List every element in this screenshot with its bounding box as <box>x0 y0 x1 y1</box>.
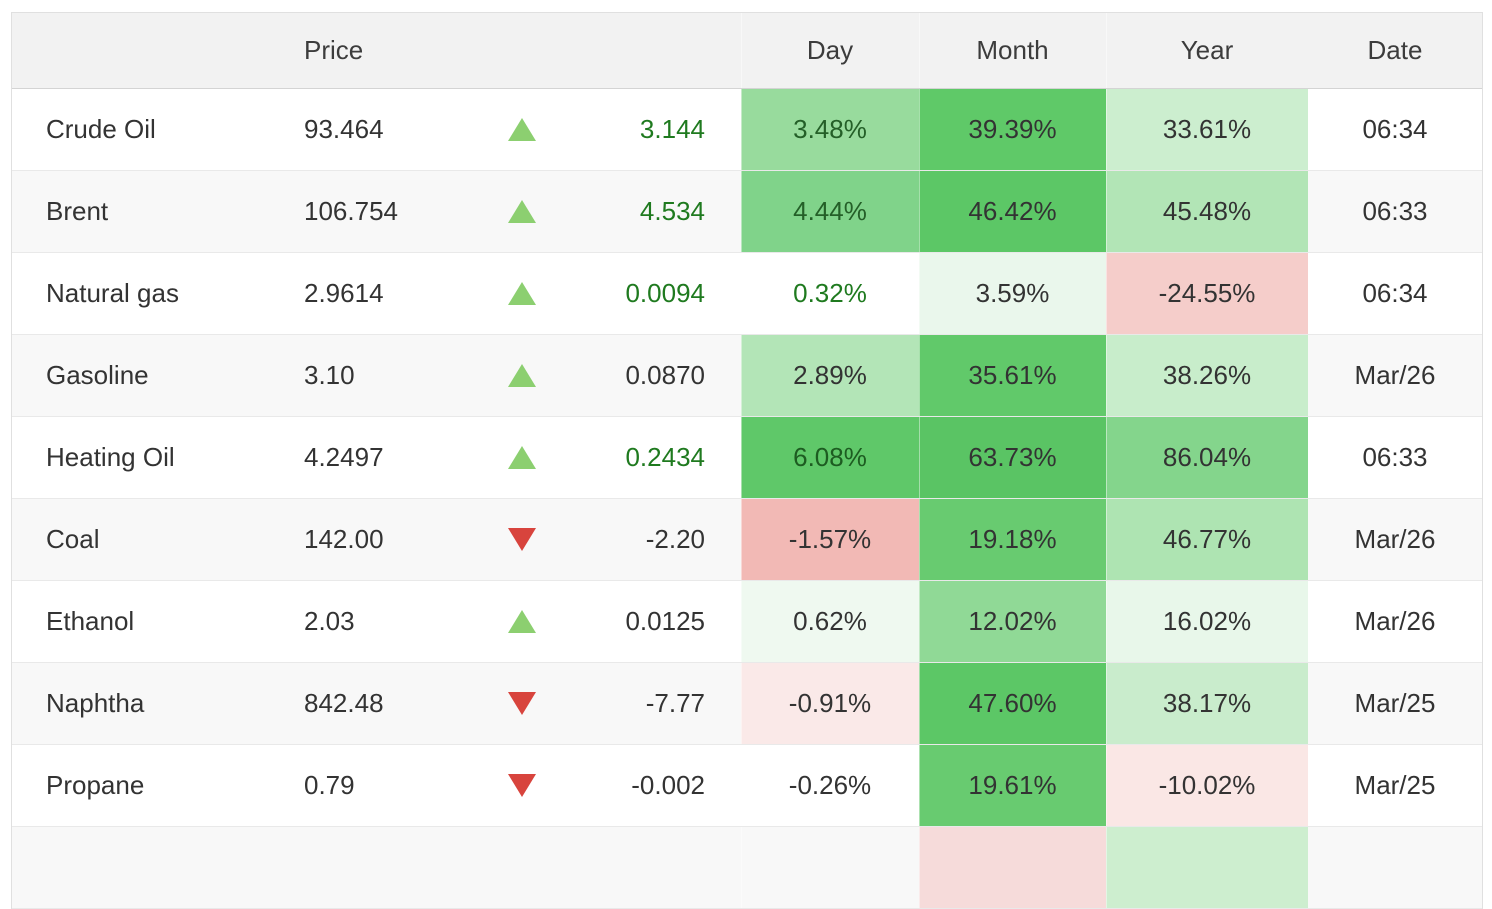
commodity-link[interactable]: Brent <box>46 196 109 226</box>
table-row: Naphtha 842.48 -7.77 -0.91% 47.60% 38.17… <box>12 663 1482 745</box>
price-value: 3.10 <box>304 360 355 390</box>
date-value: Mar/26 <box>1354 360 1436 390</box>
header-year: Year <box>1106 13 1308 88</box>
day-percent-cell: 4.44% <box>741 171 919 252</box>
price-value: 2.9614 <box>304 278 384 308</box>
header-price: Price <box>304 35 364 65</box>
direction-arrow-icon <box>508 528 536 551</box>
change-value: 0.2434 <box>625 442 705 472</box>
date-value: 06:34 <box>1362 114 1428 144</box>
price-value <box>292 827 492 908</box>
month-percent-cell: 63.73% <box>919 417 1106 498</box>
change-value: -7.77 <box>645 688 705 718</box>
direction-arrow-icon <box>508 200 536 223</box>
commodities-table: Price Day Month Year Date Crude Oil 93.4… <box>11 12 1483 909</box>
date-value: 06:33 <box>1362 442 1428 472</box>
direction-arrow-icon <box>508 610 536 633</box>
month-percent-cell <box>919 827 1106 908</box>
month-percent-cell: 12.02% <box>919 581 1106 662</box>
day-percent-cell: -1.57% <box>741 499 919 580</box>
table-row: Coal 142.00 -2.20 -1.57% 19.18% 46.77% M… <box>12 499 1482 581</box>
commodity-link[interactable]: Heating Oil <box>46 442 175 472</box>
table-row: Gasoline 3.10 0.0870 2.89% 35.61% 38.26%… <box>12 335 1482 417</box>
year-percent-cell: -10.02% <box>1106 745 1308 826</box>
year-percent-cell <box>1106 827 1308 908</box>
price-value: 93.464 <box>304 114 384 144</box>
day-percent-cell: -0.26% <box>741 745 919 826</box>
price-value: 4.2497 <box>304 442 384 472</box>
header-date: Date <box>1367 35 1423 65</box>
table-row: Heating Oil 4.2497 0.2434 6.08% 63.73% 8… <box>12 417 1482 499</box>
year-percent-cell: 45.48% <box>1106 171 1308 252</box>
day-percent-cell: 3.48% <box>741 89 919 170</box>
year-percent-cell: 38.26% <box>1106 335 1308 416</box>
price-value: 106.754 <box>304 196 398 226</box>
month-percent-cell: 46.42% <box>919 171 1106 252</box>
commodity-link[interactable]: Naphtha <box>46 688 145 718</box>
year-percent-cell: 86.04% <box>1106 417 1308 498</box>
year-percent-cell: -24.55% <box>1106 253 1308 334</box>
direction-arrow-icon <box>508 446 536 469</box>
change-value: -0.002 <box>631 770 705 800</box>
table-row: Crude Oil 93.464 3.144 3.48% 39.39% 33.6… <box>12 89 1482 171</box>
date-value: 06:33 <box>1362 196 1428 226</box>
day-percent-cell: 6.08% <box>741 417 919 498</box>
month-percent-cell: 35.61% <box>919 335 1106 416</box>
table-row: Brent 106.754 4.534 4.44% 46.42% 45.48% … <box>12 171 1482 253</box>
day-percent-cell: 0.62% <box>741 581 919 662</box>
header-day: Day <box>741 13 919 88</box>
month-percent-cell: 19.61% <box>919 745 1106 826</box>
year-percent-cell: 16.02% <box>1106 581 1308 662</box>
month-percent-cell: 19.18% <box>919 499 1106 580</box>
commodity-link[interactable]: Crude Oil <box>46 114 156 144</box>
commodity-link[interactable]: Coal <box>46 524 100 554</box>
year-percent-cell: 46.77% <box>1106 499 1308 580</box>
year-percent-cell: 33.61% <box>1106 89 1308 170</box>
date-value: Mar/25 <box>1354 770 1436 800</box>
change-value: -2.20 <box>645 524 705 554</box>
table-header-row: Price Day Month Year Date <box>12 13 1482 89</box>
date-value: Mar/26 <box>1354 606 1436 636</box>
table-row-partial <box>12 827 1482 909</box>
change-value: 0.0125 <box>625 606 705 636</box>
month-percent-cell: 3.59% <box>919 253 1106 334</box>
day-percent-cell: 0.32% <box>741 253 919 334</box>
direction-arrow-icon <box>508 774 536 797</box>
table-row: Natural gas 2.9614 0.0094 0.32% 3.59% -2… <box>12 253 1482 335</box>
day-percent-cell: 2.89% <box>741 335 919 416</box>
change-value: 3.144 <box>639 114 705 144</box>
table-row: Propane 0.79 -0.002 -0.26% 19.61% -10.02… <box>12 745 1482 827</box>
day-percent-cell <box>741 827 919 908</box>
table-row: Ethanol 2.03 0.0125 0.62% 12.02% 16.02% … <box>12 581 1482 663</box>
date-value: Mar/25 <box>1354 688 1436 718</box>
commodity-link[interactable]: Ethanol <box>46 606 135 636</box>
header-name <box>12 13 292 88</box>
direction-arrow-icon <box>508 692 536 715</box>
commodity-link <box>12 827 292 908</box>
date-value: Mar/26 <box>1354 524 1436 554</box>
date-value <box>1308 827 1482 908</box>
price-value: 0.79 <box>304 770 355 800</box>
day-percent-cell: -0.91% <box>741 663 919 744</box>
direction-arrow-icon <box>508 282 536 305</box>
date-value: 06:34 <box>1362 278 1428 308</box>
commodity-link[interactable]: Gasoline <box>46 360 149 390</box>
header-month: Month <box>919 13 1106 88</box>
year-percent-cell: 38.17% <box>1106 663 1308 744</box>
price-value: 842.48 <box>304 688 384 718</box>
change-value <box>552 827 741 908</box>
direction-arrow-icon <box>508 364 536 387</box>
price-value: 2.03 <box>304 606 355 636</box>
price-value: 142.00 <box>304 524 384 554</box>
commodity-link[interactable]: Natural gas <box>46 278 179 308</box>
change-value: 0.0094 <box>625 278 705 308</box>
change-value: 4.534 <box>639 196 705 226</box>
month-percent-cell: 47.60% <box>919 663 1106 744</box>
change-value: 0.0870 <box>625 360 705 390</box>
direction-arrow-icon <box>508 118 536 141</box>
commodity-link[interactable]: Propane <box>46 770 145 800</box>
month-percent-cell: 39.39% <box>919 89 1106 170</box>
